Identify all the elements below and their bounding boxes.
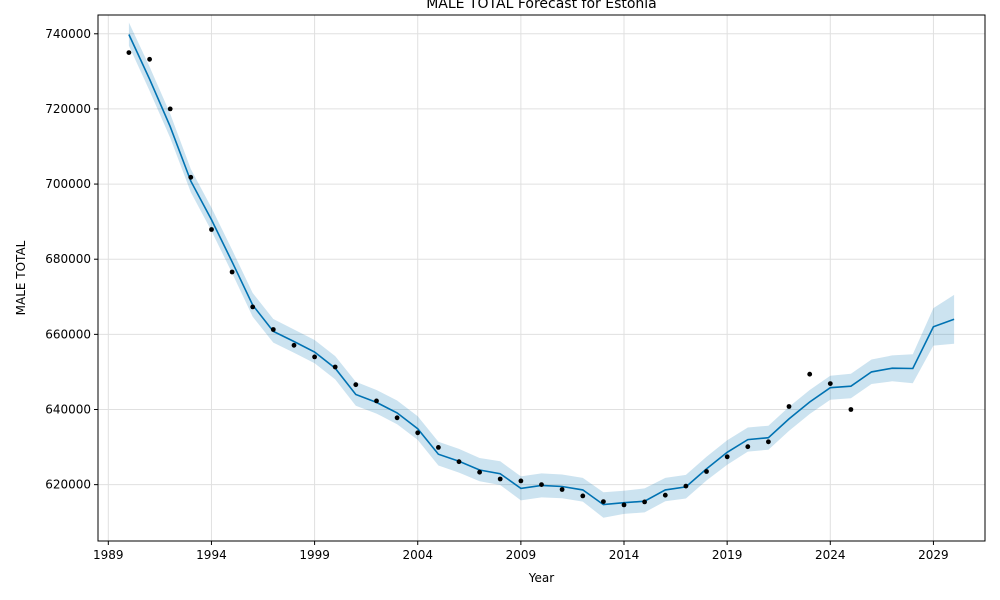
observed-point: [559, 487, 565, 492]
x-tick-label: 2014: [609, 548, 640, 562]
observed-point: [827, 381, 833, 386]
observed-point: [456, 459, 462, 465]
x-axis-ticks: 1989 1994 1999 2004 2009 2014 2019 2024 2029: [93, 541, 949, 562]
x-tick-label: 1994: [196, 548, 227, 562]
x-tick-label: 1989: [93, 548, 124, 562]
y-tick-label: 660000: [45, 327, 91, 341]
observed-point: [147, 56, 153, 62]
x-tick-label: 2004: [402, 548, 433, 562]
observed-point: [786, 404, 792, 409]
observed-point: [704, 469, 709, 474]
observed-point: [683, 483, 689, 489]
observed-point: [724, 454, 730, 460]
observed-point: [250, 304, 256, 310]
observed-point: [848, 407, 854, 412]
observed-point: [662, 492, 668, 498]
plot-frame: [97, 14, 986, 542]
observed-point: [642, 499, 647, 505]
x-tick-label: 2024: [815, 548, 846, 562]
observed-point: [188, 174, 194, 180]
observed-point: [518, 478, 524, 484]
y-axis-ticks: 620000 640000 660000 680000 700000 720000 7400…: [45, 27, 98, 492]
observed-point: [436, 445, 441, 450]
observed-point: [291, 342, 297, 348]
y-tick-label: 700000: [45, 177, 91, 191]
observed-point: [374, 398, 379, 404]
observed-point: [332, 364, 338, 370]
y-tick-label: 720000: [45, 102, 91, 116]
observed-point: [353, 382, 359, 388]
observed-point: [312, 354, 317, 360]
x-tick-label: 2029: [918, 548, 949, 562]
observed-point: [539, 482, 544, 487]
observed-point: [601, 499, 606, 504]
observed-point: [580, 493, 586, 499]
y-tick-label: 740000: [45, 27, 91, 41]
observed-points: [126, 50, 854, 508]
observed-point: [394, 415, 400, 421]
observed-point: [229, 269, 235, 275]
observed-point: [415, 430, 421, 436]
observed-point: [621, 502, 627, 508]
observed-point: [497, 476, 503, 482]
observed-point: [766, 439, 771, 445]
observed-point: [126, 50, 132, 55]
observed-point: [807, 371, 813, 377]
y-tick-label: 640000: [45, 403, 91, 417]
x-tick-label: 2009: [506, 548, 537, 562]
x-axis-label: Year: [528, 571, 554, 585]
y-tick-label: 680000: [45, 252, 91, 266]
y-axis-label: MALE TOTAL: [14, 240, 28, 315]
observed-point: [477, 469, 482, 475]
observed-point: [270, 327, 276, 332]
chart-title: MALE TOTAL Forecast for Estonia: [426, 0, 657, 12]
observed-point: [209, 227, 214, 232]
observed-point: [745, 444, 751, 450]
x-tick-label: 1999: [299, 548, 330, 562]
x-tick-label: 2019: [712, 548, 743, 562]
observed-point: [167, 106, 173, 112]
y-tick-label: 620000: [45, 478, 91, 492]
